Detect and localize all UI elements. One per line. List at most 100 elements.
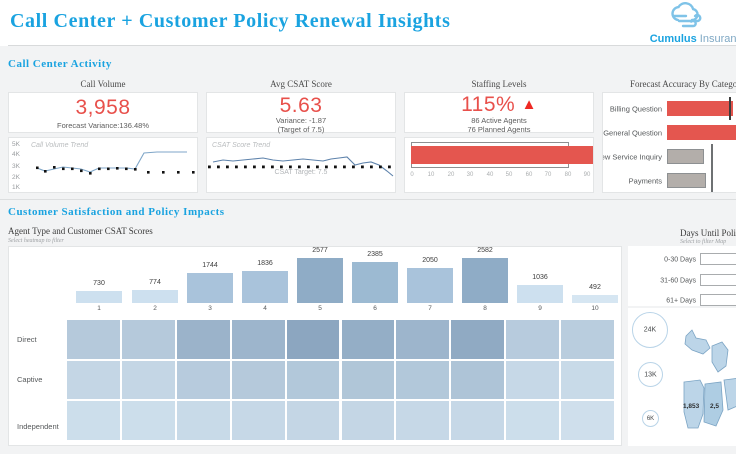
heatmap-cell[interactable]	[121, 320, 175, 359]
heatmap-cell[interactable]	[396, 360, 450, 400]
days-bar-31-60	[700, 274, 736, 286]
bar-5[interactable]: 2577	[297, 247, 343, 303]
trend-card-csat[interactable]: CSAT Score Trend CSAT Target: 7.5	[206, 137, 396, 193]
page-title: Call Center + Customer Policy Renewal In…	[10, 10, 451, 32]
bar-value-2: 774	[149, 279, 161, 286]
kpi-sub-planned-agents: 76 Planned Agents	[467, 125, 531, 134]
heatmap-cell[interactable]	[67, 401, 120, 440]
state-michigan-lower	[711, 341, 729, 373]
heatmap-cell[interactable]	[286, 401, 340, 440]
heatmap-cell[interactable]	[451, 401, 505, 440]
heatmap-cell[interactable]	[121, 401, 175, 440]
csat-heatmap[interactable]	[66, 319, 615, 441]
bar-7[interactable]: 2050	[407, 257, 453, 303]
bar-value-6: 2385	[367, 251, 383, 258]
heatmap-cell[interactable]	[396, 320, 450, 359]
heatmap-cell[interactable]	[231, 401, 285, 440]
bar-value-9: 1036	[532, 274, 548, 281]
chart-title-forecast-accuracy: Forecast Accuracy By Category s	[630, 79, 736, 89]
fa-target-payments	[711, 168, 713, 192]
bubble-legend-label-13k: 13K	[644, 371, 657, 378]
bar-value-8: 2582	[477, 247, 493, 254]
heatmap-cell[interactable]	[231, 320, 285, 359]
heatmap-cell[interactable]	[396, 401, 450, 440]
heatmap-cell[interactable]	[121, 360, 175, 400]
bullet-measure-bar	[411, 146, 594, 164]
heatmap-cell[interactable]	[286, 360, 340, 400]
brand-name-bold: Cumulus	[649, 33, 697, 45]
heatmap-cell[interactable]	[67, 360, 120, 400]
heatmap-cell[interactable]	[561, 401, 614, 440]
bar-value-4: 1836	[257, 260, 273, 267]
heatmap-cell[interactable]	[176, 320, 230, 359]
bar-9[interactable]: 1036	[517, 274, 563, 303]
heatmap-cell[interactable]	[506, 320, 560, 359]
trend-title-call-volume: Call Volume Trend	[31, 142, 89, 149]
days-row-61plus[interactable]: 61+ Days	[666, 294, 736, 308]
csat-category-axis: 1 2 3 4 5 6 7 8 9 10	[66, 305, 615, 316]
trend-title-csat: CSAT Score Trend	[212, 142, 271, 149]
heatmap-row-label-independent: Independent	[17, 422, 59, 431]
kpi-label-csat: Avg CSAT Score	[270, 79, 332, 89]
page-header: Call Center + Customer Policy Renewal In…	[0, 0, 736, 46]
bullet-card-staffing[interactable]: 0 10 20 30 40 50 60 70 80 90	[404, 137, 594, 193]
days-label-61plus: 61+ Days	[666, 297, 696, 305]
bar-8[interactable]: 2582	[462, 247, 508, 303]
kpi-card-csat[interactable]: 5.63 Variance: -1.87 (Target of 7.5)	[206, 92, 396, 134]
heatmap-cell[interactable]	[506, 360, 560, 400]
bar-10[interactable]: 492	[572, 284, 618, 303]
heatmap-cell[interactable]	[231, 360, 285, 400]
heatmap-cell[interactable]	[176, 401, 230, 440]
heatmap-cell[interactable]	[286, 320, 340, 359]
heatmap-cell[interactable]	[341, 320, 395, 359]
csat-bar-chart: 730 774 1744 1836 2577 2385 2050 2582 10…	[9, 247, 623, 303]
trend-card-call-volume[interactable]: Call Volume Trend 5K 4K 3K 2K 1K	[8, 137, 198, 193]
heatmap-cell[interactable]	[67, 320, 120, 359]
csat-target-label: CSAT Target: 7.5	[274, 169, 328, 176]
agent-csat-card[interactable]: 730 774 1744 1836 2577 2385 2050 2582 10…	[8, 246, 622, 446]
map-value-illinois: 1,853	[683, 403, 700, 410]
kpi-label-call-volume: Call Volume	[80, 79, 126, 89]
kpi-value-csat: 5.63	[279, 94, 323, 117]
heatmap-cell[interactable]	[176, 360, 230, 400]
days-label-0-30: 0-30 Days	[664, 256, 696, 264]
forecast-accuracy-card[interactable]: Billing Question General Question New Se…	[602, 92, 736, 193]
kpi-sub-active-agents: 86 Active Agents	[471, 116, 527, 125]
bar-4[interactable]: 1836	[242, 260, 288, 303]
fa-target-billing	[729, 97, 731, 120]
heatmap-cell[interactable]	[561, 320, 614, 359]
fa-row-new-service[interactable]: New Service Inquiry	[603, 144, 736, 168]
fa-row-general[interactable]: General Question	[603, 123, 736, 142]
heatmap-cell[interactable]	[451, 320, 505, 359]
fa-bar-payments	[667, 173, 706, 188]
heatmap-cell[interactable]	[341, 401, 395, 440]
cat-label-9: 9	[538, 305, 542, 312]
us-states-map[interactable]	[676, 328, 736, 446]
days-row-31-60[interactable]: 31-60 Days	[660, 274, 736, 288]
kpi-card-staffing[interactable]: 115% ▲ 86 Active Agents 76 Planned Agent…	[404, 92, 594, 134]
bar-1[interactable]: 730	[76, 280, 122, 303]
fa-row-billing[interactable]: Billing Question	[610, 97, 736, 120]
kpi-value-staffing: 115% ▲	[405, 93, 593, 117]
panel-subtitle-agent-csat: Select heatmap to filter	[8, 238, 64, 244]
trend-up-icon: ▲	[521, 96, 537, 113]
heatmap-cell[interactable]	[561, 360, 614, 400]
heatmap-cell[interactable]	[506, 401, 560, 440]
bullet-axis: 0 10 20 30 40 50 60 70 80 90	[410, 172, 591, 178]
days-filter-card[interactable]: 0-30 Days 31-60 Days 61+ Days	[628, 246, 736, 306]
fa-row-payments[interactable]: Payments	[629, 168, 736, 192]
bar-value-5: 2577	[312, 247, 328, 254]
days-row-0-30[interactable]: 0-30 Days	[664, 253, 736, 267]
heatmap-cell[interactable]	[341, 360, 395, 400]
kpi-card-call-volume[interactable]: 3,958 Forecast Variance:136.48%	[8, 92, 198, 133]
cat-label-3: 3	[208, 305, 212, 312]
bar-3[interactable]: 1744	[187, 262, 233, 303]
map-value-indiana: 2,5	[710, 403, 720, 410]
bubble-legend-24k: 24K	[632, 312, 668, 348]
policy-holder-map-card[interactable]: 24K 13K 6K 1,853 2,5	[628, 308, 736, 446]
fa-label-payments: Payments	[628, 176, 662, 185]
bar-6[interactable]: 2385	[352, 251, 398, 303]
heatmap-cell[interactable]	[451, 360, 505, 400]
state-indiana	[703, 381, 724, 427]
bar-2[interactable]: 774	[132, 279, 178, 303]
